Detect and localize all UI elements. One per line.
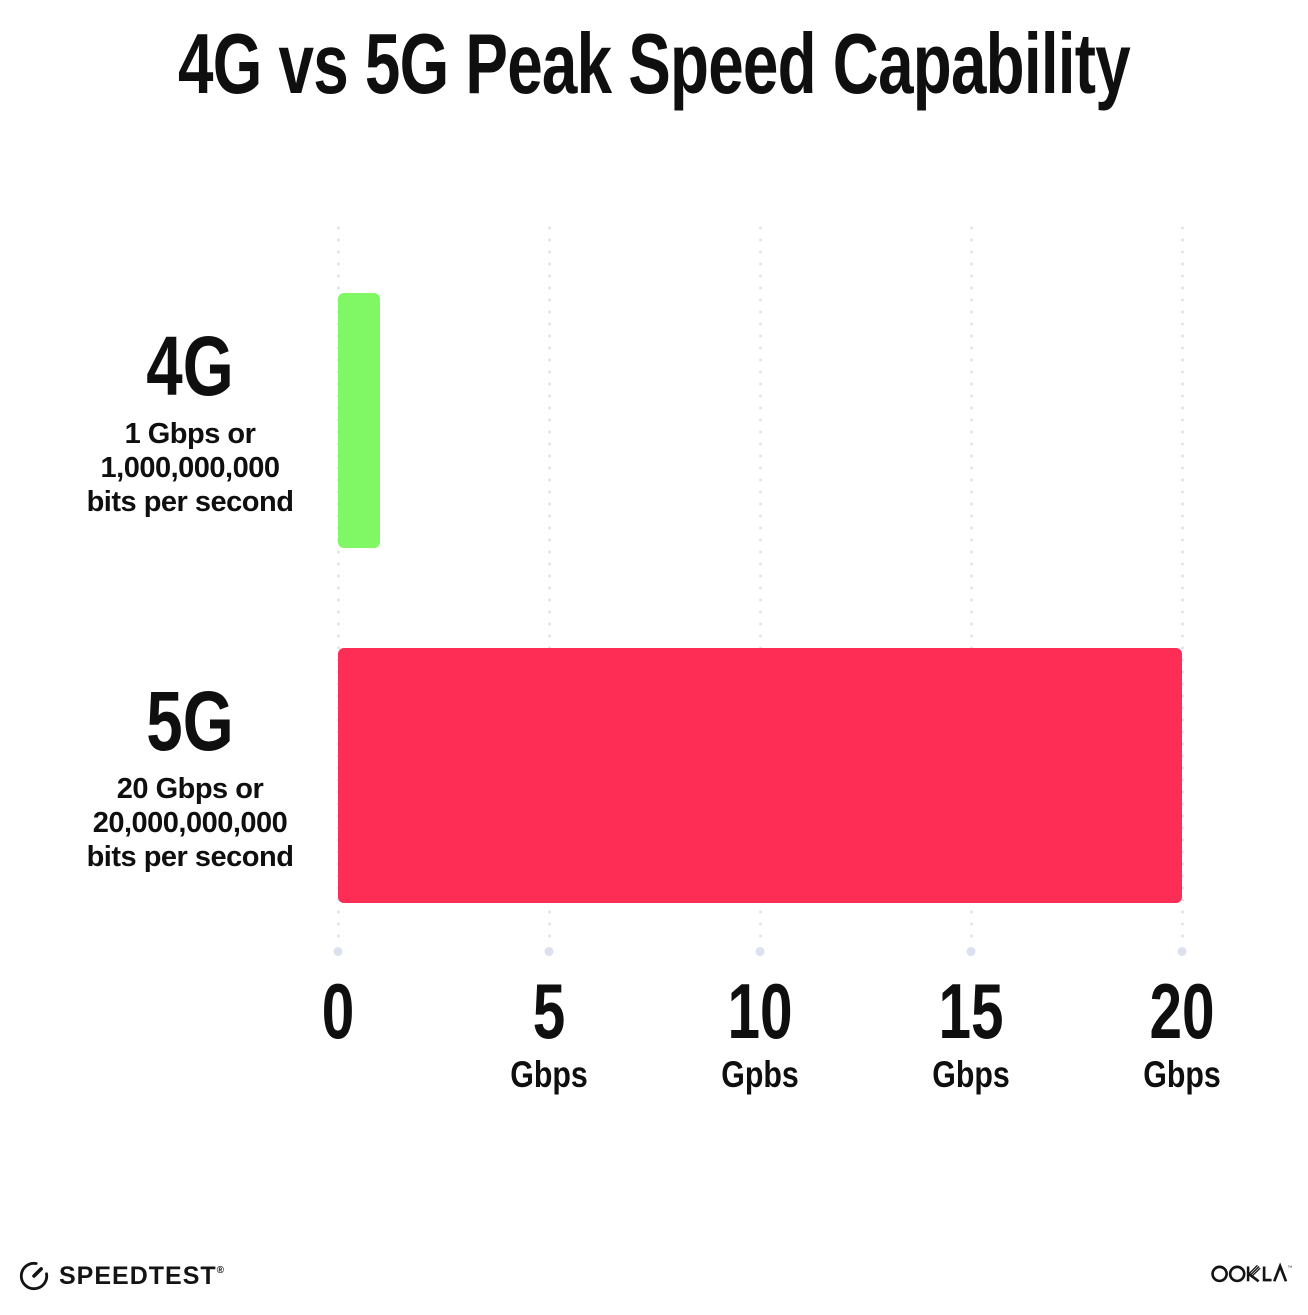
gridline-20 (1180, 222, 1184, 944)
speedtest-wordmark: SPEEDTEST® (59, 1261, 226, 1290)
tick-value: 20 (1149, 967, 1215, 1055)
speedtest-label: SPEEDTEST (59, 1261, 217, 1290)
ookla-wordmark-icon: ™ (1211, 1262, 1293, 1283)
tick-value: 15 (938, 967, 1004, 1055)
x-tick-5: 5 Gbps (464, 972, 634, 1093)
x-tick-15: 15 Gbps (886, 972, 1056, 1093)
x-tick-20: 20 Gbps (1097, 972, 1267, 1093)
tick-unit: Gpbs (721, 1054, 799, 1095)
tick-unit: Gbps (510, 1054, 588, 1095)
ookla-logo: ™ (1211, 1260, 1293, 1292)
speedtest-trademark: ® (216, 1264, 226, 1276)
description-line: 20 Gbps or (116, 772, 264, 805)
tick-unit: Gbps (1143, 1054, 1221, 1095)
speedtest-logo: SPEEDTEST® (18, 1259, 225, 1293)
x-tick-0: 0 (253, 972, 423, 1056)
x-tick-10: 10 Gpbs (675, 972, 845, 1093)
tick-value: 0 (321, 967, 355, 1055)
category-name: 5G (146, 673, 234, 768)
category-name: 4G (146, 318, 234, 413)
bar-5g (338, 648, 1182, 903)
tick-unit: Gbps (932, 1054, 1010, 1095)
tick-value: 5 (532, 967, 566, 1055)
category-label-4g: 4G 1 Gbps or 1,000,000,000 bits per seco… (36, 293, 344, 548)
plot-area (336, 222, 1184, 944)
description-line: bits per second (86, 485, 294, 518)
ookla-trademark: ™ (1288, 1265, 1293, 1270)
gridline-10 (758, 222, 762, 944)
tick-value: 10 (727, 967, 793, 1055)
gridline-5 (547, 222, 551, 944)
chart-title: 4G vs 5G Peak Speed Capability (178, 17, 1131, 112)
description-line: 1,000,000,000 (100, 451, 280, 484)
category-description: 20 Gbps or 20,000,000,000 bits per secon… (36, 772, 344, 874)
gridline-0 (336, 222, 340, 944)
description-line: 1 Gbps or (124, 417, 256, 450)
description-line: bits per second (86, 840, 294, 873)
description-line: 20,000,000,000 (92, 806, 288, 839)
gridline-15 (969, 222, 973, 944)
speedtest-gauge-icon (19, 1261, 49, 1291)
category-label-5g: 5G 20 Gbps or 20,000,000,000 bits per se… (36, 648, 344, 903)
bar-4g (338, 293, 381, 548)
category-description: 1 Gbps or 1,000,000,000 bits per second (36, 417, 344, 519)
